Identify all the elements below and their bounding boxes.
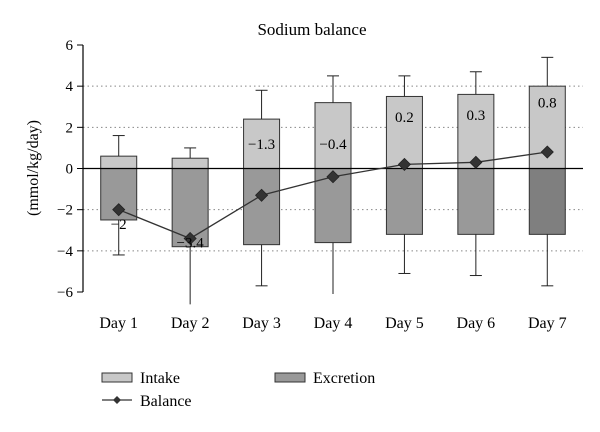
y-tick-label: −2 (57, 203, 73, 219)
y-tick-label: −6 (57, 285, 73, 301)
legend-label: Excretion (313, 370, 375, 387)
x-tick-label: Day 6 (457, 315, 496, 332)
balance-marker (540, 145, 554, 159)
balance-data-label: −3.4 (177, 236, 205, 252)
y-tick-label: 2 (66, 120, 74, 136)
excretion-bar (457, 168, 495, 235)
intake-bar (243, 118, 281, 169)
legend-swatch (274, 372, 306, 383)
legend: Intake Excretion Balance (101, 370, 375, 410)
intake-bar (314, 102, 352, 169)
intake-bar (385, 95, 423, 169)
x-tick-label: Day 7 (528, 315, 567, 332)
balance-marker (112, 203, 126, 217)
chart-title: Sodium balance (257, 20, 366, 39)
axes (82, 45, 583, 292)
bars (100, 85, 566, 248)
y-tick-label: 4 (66, 79, 74, 95)
x-tick-label: Day 4 (314, 315, 353, 332)
legend-label: Balance (140, 393, 192, 410)
y-tick-label: −4 (57, 244, 73, 260)
balance-series: −2 −3.4 −1.3 −0.4 0.2 0.3 0.8 (111, 96, 557, 252)
balance-marker (255, 188, 269, 202)
y-tick-label: 6 (66, 38, 74, 54)
balance-data-label: −1.3 (248, 137, 275, 153)
balance-data-label: −0.4 (319, 137, 347, 153)
balance-data-label: 0.2 (395, 110, 414, 126)
x-tick-label: Day 1 (99, 315, 138, 332)
balance-marker (397, 157, 411, 171)
y-tick-label: 0 (66, 162, 74, 178)
balance-data-label: 0.8 (538, 96, 557, 112)
x-axis-ticks: Day 1 Day 2 Day 3 Day 4 Day 5 Day 6 Day 7 (99, 315, 566, 332)
error-bars (112, 56, 554, 305)
excretion-bar (528, 168, 566, 235)
balance-marker (469, 155, 483, 169)
excretion-bar (385, 168, 423, 235)
legend-swatch (101, 372, 133, 383)
legend-label: Intake (140, 370, 180, 387)
x-tick-label: Day 2 (171, 315, 210, 332)
x-tick-label: Day 5 (385, 315, 424, 332)
y-axis-label: (mmol/kg/day) (25, 120, 42, 216)
balance-data-label: −2 (111, 217, 127, 233)
intake-bar (100, 155, 138, 169)
excretion-bar (243, 168, 281, 246)
x-tick-label: Day 3 (242, 315, 281, 332)
balance-marker (183, 231, 197, 246)
balance-data-label: 0.3 (466, 108, 485, 124)
y-axis-ticks: −6 −4 −2 0 2 4 6 (57, 38, 83, 301)
balance-marker (326, 170, 340, 184)
legend-marker (113, 396, 121, 404)
intake-bar (171, 157, 209, 169)
